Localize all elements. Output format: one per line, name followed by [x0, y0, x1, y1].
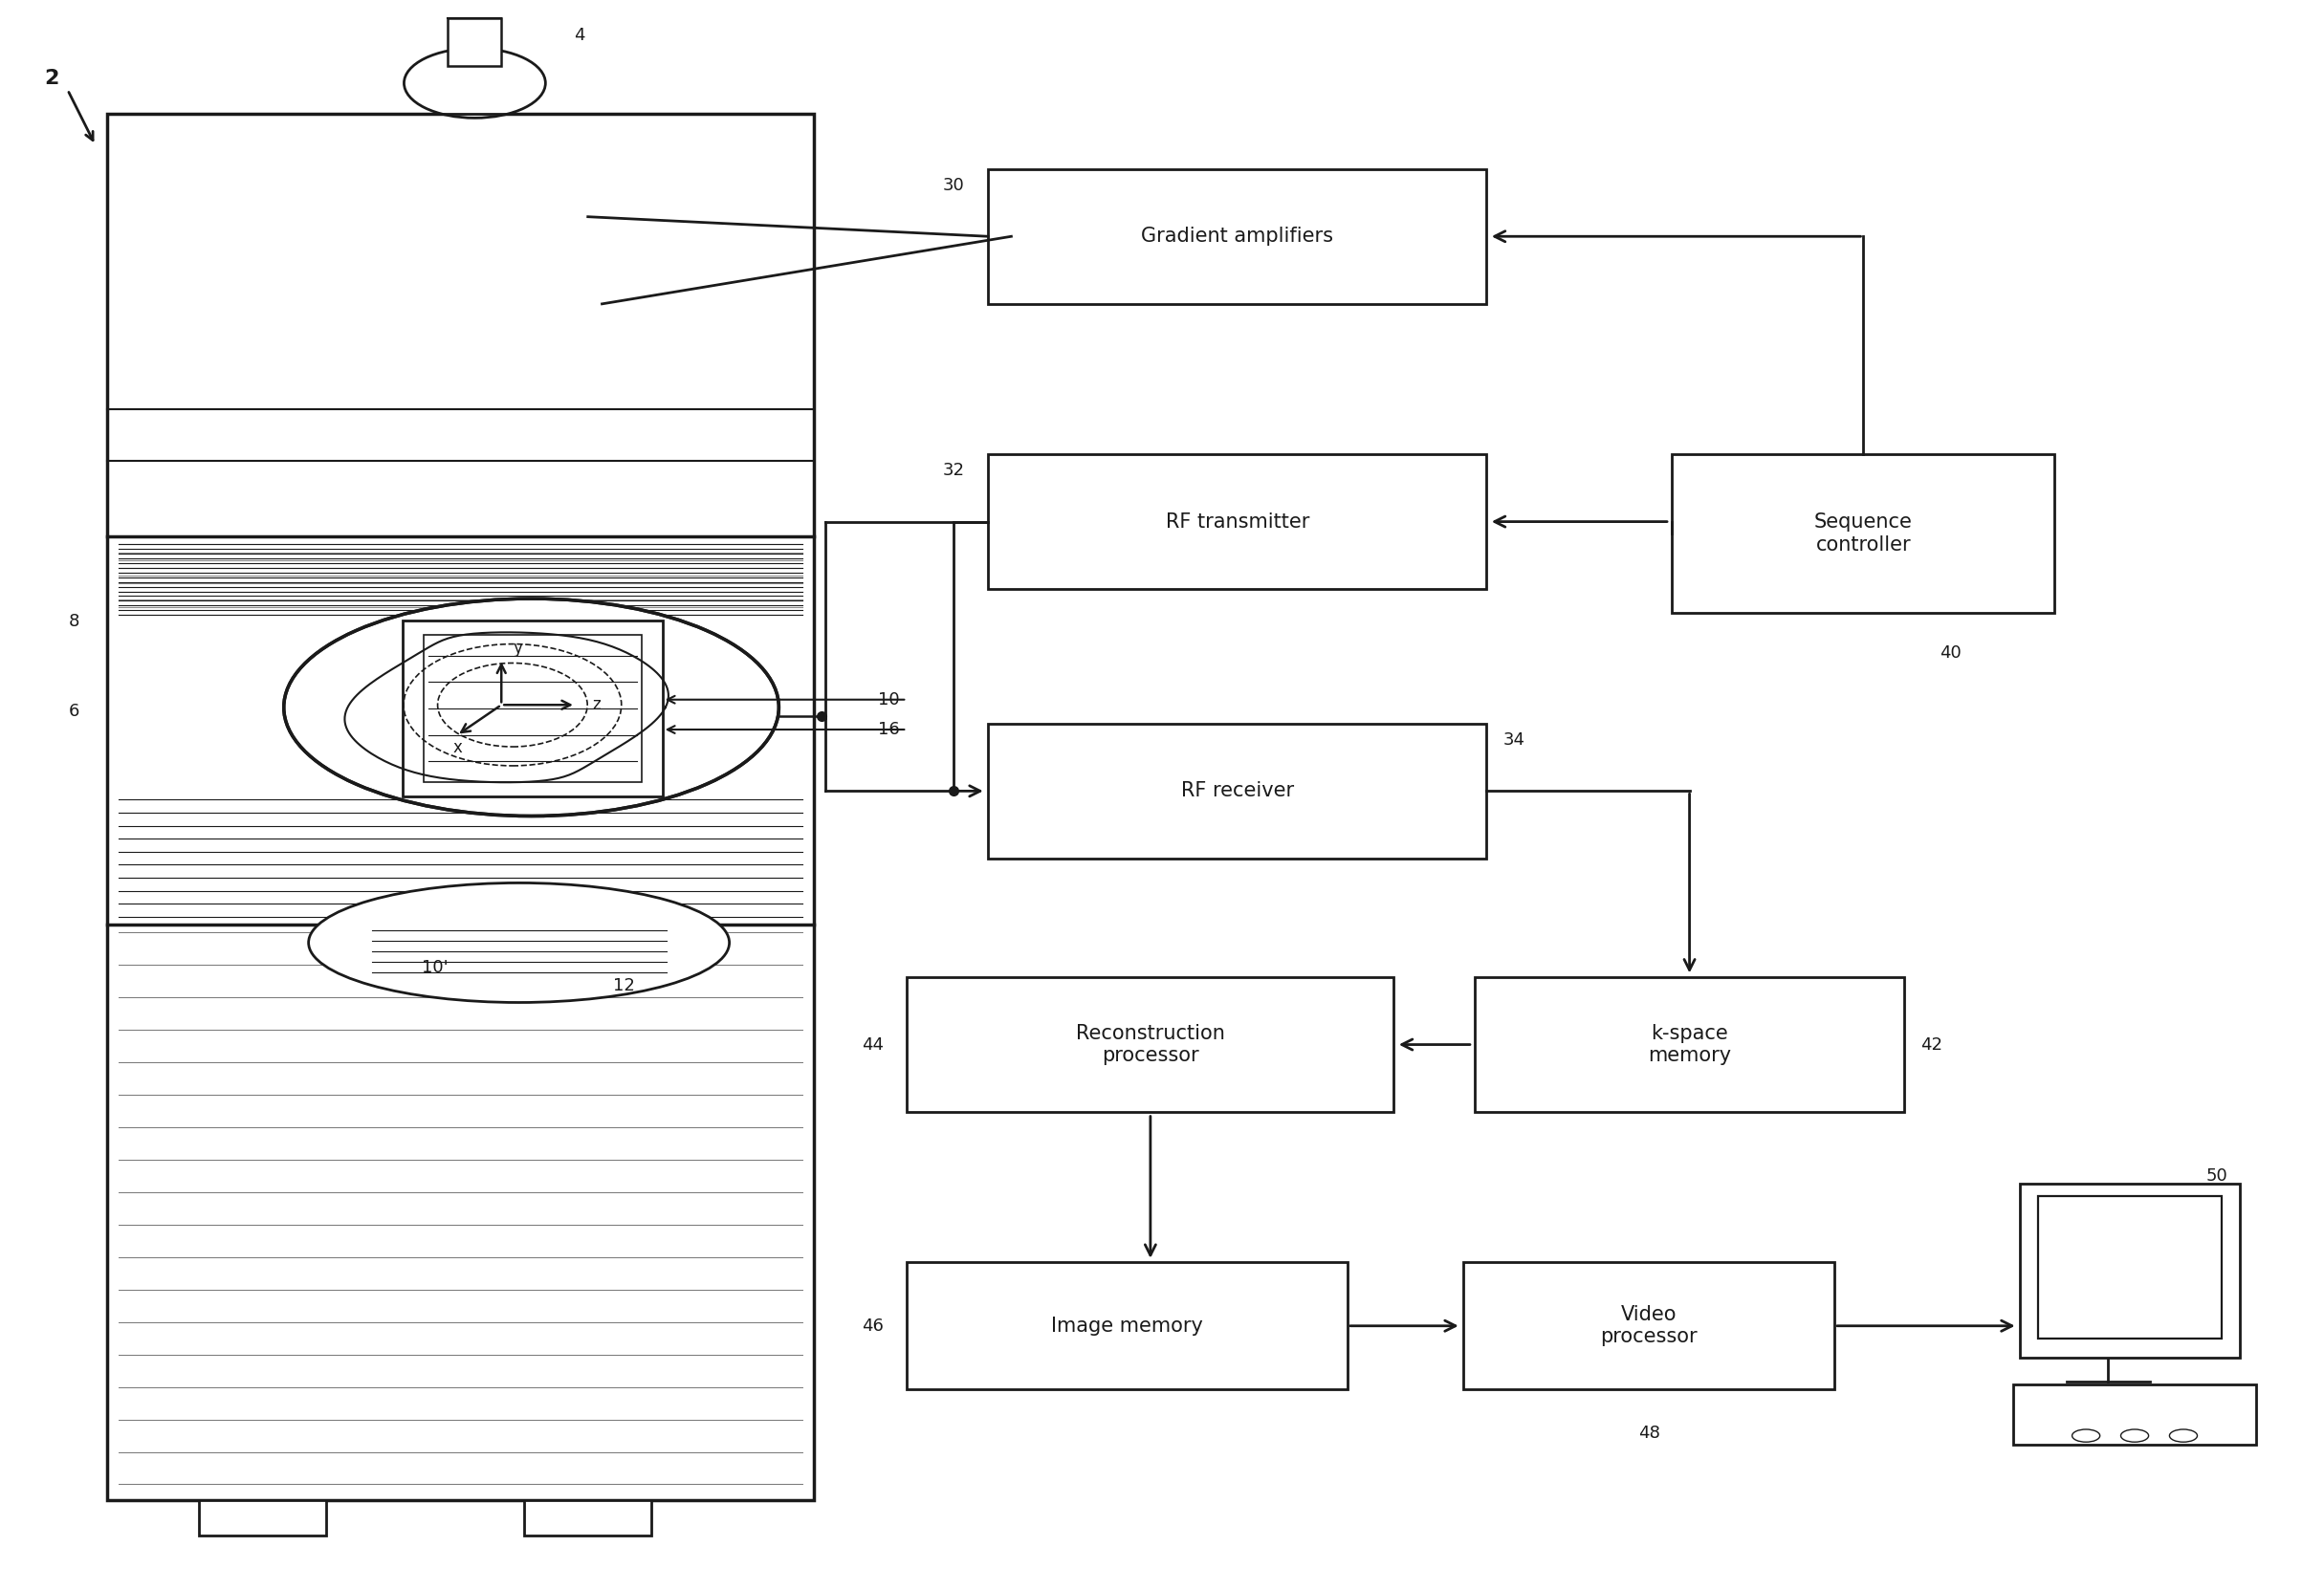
- Ellipse shape: [284, 598, 779, 816]
- Text: 4: 4: [574, 27, 586, 45]
- Text: 2: 2: [44, 70, 58, 89]
- Text: 48: 48: [1638, 1425, 1659, 1441]
- FancyBboxPatch shape: [906, 978, 1394, 1111]
- Ellipse shape: [2122, 1429, 2150, 1442]
- Text: Gradient amplifiers: Gradient amplifiers: [1141, 227, 1334, 246]
- Text: RF transmitter: RF transmitter: [1164, 512, 1308, 531]
- Text: 16: 16: [878, 720, 899, 738]
- Text: 40: 40: [1941, 644, 1961, 661]
- Ellipse shape: [290, 601, 772, 814]
- Text: 12: 12: [614, 978, 634, 994]
- Text: z: z: [593, 696, 600, 714]
- Text: 50: 50: [2205, 1167, 2229, 1185]
- FancyBboxPatch shape: [107, 113, 813, 1501]
- Ellipse shape: [2171, 1429, 2196, 1442]
- FancyBboxPatch shape: [1476, 978, 1903, 1111]
- Text: 8: 8: [67, 614, 79, 631]
- FancyBboxPatch shape: [2013, 1385, 2257, 1445]
- Text: x: x: [453, 739, 462, 757]
- Ellipse shape: [2073, 1429, 2101, 1442]
- Text: 10: 10: [878, 692, 899, 708]
- FancyBboxPatch shape: [525, 1501, 651, 1534]
- FancyBboxPatch shape: [2020, 1183, 2240, 1358]
- Text: Sequence
controller: Sequence controller: [1815, 514, 1913, 555]
- Text: y: y: [514, 639, 523, 657]
- Text: 30: 30: [944, 176, 964, 194]
- FancyBboxPatch shape: [1671, 455, 2054, 612]
- Text: 46: 46: [862, 1317, 883, 1334]
- Text: 10': 10': [421, 959, 449, 976]
- FancyBboxPatch shape: [906, 1262, 1348, 1390]
- Text: 44: 44: [862, 1037, 883, 1053]
- Text: Video
processor: Video processor: [1601, 1305, 1697, 1347]
- Text: Reconstruction
processor: Reconstruction processor: [1076, 1024, 1225, 1065]
- Text: 42: 42: [1920, 1037, 1943, 1053]
- FancyBboxPatch shape: [988, 723, 1487, 859]
- Text: 32: 32: [944, 463, 964, 480]
- Text: 34: 34: [1504, 731, 1525, 749]
- Text: k-space
memory: k-space memory: [1648, 1024, 1731, 1065]
- FancyBboxPatch shape: [988, 455, 1487, 588]
- Ellipse shape: [309, 882, 730, 1002]
- Text: RF receiver: RF receiver: [1181, 781, 1294, 801]
- FancyBboxPatch shape: [449, 17, 502, 65]
- FancyBboxPatch shape: [2038, 1196, 2222, 1339]
- Ellipse shape: [404, 48, 546, 118]
- Text: Image memory: Image memory: [1050, 1317, 1204, 1336]
- FancyBboxPatch shape: [200, 1501, 325, 1534]
- Text: 6: 6: [67, 703, 79, 720]
- FancyBboxPatch shape: [988, 169, 1487, 304]
- FancyBboxPatch shape: [1464, 1262, 1834, 1390]
